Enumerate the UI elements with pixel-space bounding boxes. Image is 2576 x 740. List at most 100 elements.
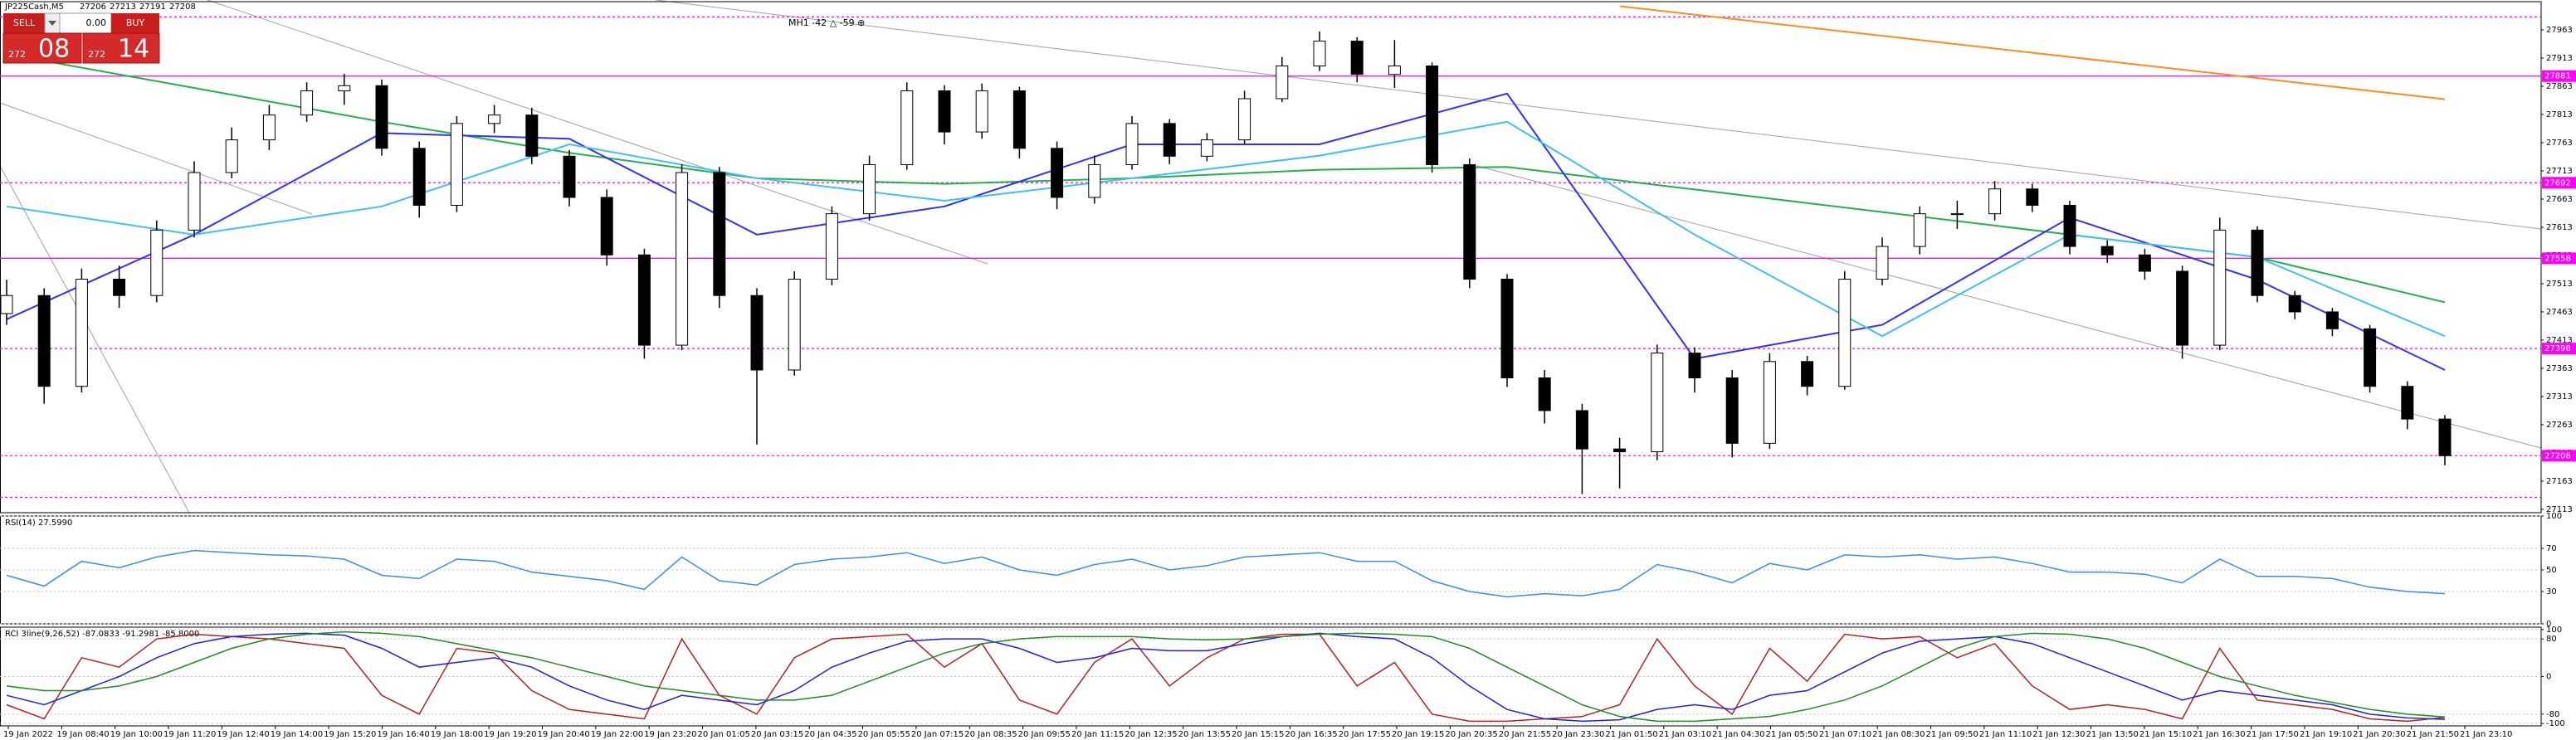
x-tick-label: 20 Jan 16:35 xyxy=(1285,730,1337,739)
candle-body xyxy=(1388,66,1401,75)
x-tick-label: 20 Jan 17:55 xyxy=(1339,730,1391,739)
x-tick-label: 21 Jan 07:10 xyxy=(1819,730,1871,739)
x-tick-label: 20 Jan 19:15 xyxy=(1392,730,1444,739)
indicator-line xyxy=(6,632,2446,723)
x-tick-label: 19 Jan 08:40 xyxy=(56,730,109,739)
bid-box[interactable] xyxy=(2,32,82,64)
level-label-box xyxy=(2542,343,2576,355)
trend-line xyxy=(0,102,313,215)
x-tick-label: 19 Jan 20:40 xyxy=(537,730,589,739)
overlay-line xyxy=(6,92,2446,371)
x-tick-label: 19 Jan 14:00 xyxy=(271,730,323,739)
y-tick-label: 80 xyxy=(2546,635,2557,644)
candle-body xyxy=(1763,361,1776,444)
candle-body xyxy=(1313,41,1326,67)
candle-body xyxy=(1876,246,1889,280)
candle-body xyxy=(1350,41,1364,75)
candle-body xyxy=(1463,163,1476,280)
candle-body xyxy=(788,279,801,371)
candle-body xyxy=(1200,139,1213,157)
candle-body xyxy=(2251,229,2264,296)
x-tick-label: 20 Jan 03:15 xyxy=(751,730,803,739)
x-tick-label: 21 Jan 08:30 xyxy=(1872,730,1925,739)
indicator-label: RCI 3line(9,26,52) -87.0833 -91.2981 -85… xyxy=(5,630,199,639)
x-tick-label: 20 Jan 21:55 xyxy=(1499,730,1551,739)
bid-big: 272 xyxy=(8,49,26,60)
x-tick-label: 19 Jan 12:40 xyxy=(217,730,269,739)
trend-line xyxy=(655,0,2542,230)
y-tick-label: -100 xyxy=(2546,719,2565,728)
candle-body xyxy=(113,279,126,296)
x-tick-label: 19 Jan 23:20 xyxy=(644,730,696,739)
candle-body xyxy=(525,114,539,157)
candle-body xyxy=(37,295,51,387)
y-tick-label: 27813 xyxy=(2546,110,2573,119)
x-tick-label: 20 Jan 20:35 xyxy=(1445,730,1497,739)
x-tick-label: 20 Jan 12:35 xyxy=(1125,730,1177,739)
candle-body xyxy=(1500,279,1514,379)
x-tick-label: 19 Jan 15:20 xyxy=(324,730,376,739)
level-label: 27692 xyxy=(2544,178,2571,187)
y-tick-label: 27863 xyxy=(2546,82,2573,91)
candle-body xyxy=(2288,295,2301,313)
candle-body xyxy=(1538,377,1551,411)
candle-body xyxy=(1125,123,1139,165)
level-label: 27398 xyxy=(2544,344,2571,353)
indicator-label: RSI(14) 27.5990 xyxy=(5,518,72,528)
candle-body xyxy=(2176,270,2189,346)
level-label-box xyxy=(2542,252,2576,265)
trend-line xyxy=(1476,165,2542,449)
sell-label: SELL xyxy=(13,17,36,28)
candle-body xyxy=(1238,98,1251,141)
candle-body xyxy=(1088,163,1101,198)
x-tick-label: 19 Jan 11:20 xyxy=(163,730,216,739)
panel-frame xyxy=(0,1,2542,514)
sell-button[interactable] xyxy=(3,13,45,33)
candle-body xyxy=(2063,204,2076,247)
candle-body xyxy=(262,114,276,141)
x-tick-label: 20 Jan 01:05 xyxy=(698,730,750,739)
ask-box[interactable] xyxy=(82,32,160,64)
candle-body xyxy=(676,172,689,346)
candle-body xyxy=(1801,361,1814,387)
candle-body xyxy=(1651,353,1664,453)
candle-body xyxy=(1913,213,1926,247)
y-tick-label: 27263 xyxy=(2546,421,2573,430)
indicator-line xyxy=(6,630,2446,723)
candle-body xyxy=(2401,386,2414,420)
y-tick-label: 100 xyxy=(2546,512,2562,521)
overlay-line xyxy=(6,120,2446,338)
candle-body xyxy=(1688,353,1701,379)
y-tick-label: 27613 xyxy=(2546,223,2573,232)
candle-body xyxy=(2100,246,2114,256)
level-label: 27558 xyxy=(2544,254,2571,263)
y-tick-label: 27663 xyxy=(2546,195,2573,204)
bid-small: 08 xyxy=(38,35,70,64)
overlay-line xyxy=(6,53,2446,304)
buy-button[interactable] xyxy=(111,13,159,33)
x-tick-label: 21 Jan 13:50 xyxy=(2086,730,2139,739)
candle-body xyxy=(150,229,163,296)
x-tick-label: 21 Jan 21:50 xyxy=(2407,730,2459,739)
x-tick-label: 20 Jan 04:35 xyxy=(804,730,856,739)
candle-body xyxy=(938,90,951,133)
candle-body xyxy=(1988,188,2002,215)
candle-body xyxy=(375,85,388,149)
indicator-line xyxy=(6,549,2446,598)
x-tick-label: 20 Jan 08:35 xyxy=(964,730,1017,739)
y-tick-label: 50 xyxy=(2546,566,2557,575)
candle-body xyxy=(1725,377,1739,444)
candle-body xyxy=(825,213,838,280)
header-value: 27206 xyxy=(80,2,106,12)
dropdown-arrow xyxy=(48,21,56,26)
candle-body xyxy=(1012,90,1026,149)
x-tick-label: 20 Jan 23:30 xyxy=(1552,730,1604,739)
candle-body xyxy=(488,114,501,124)
y-tick-label: 27463 xyxy=(2546,308,2573,317)
trend-line xyxy=(0,165,190,514)
buy-label: BUY xyxy=(126,17,145,28)
header-value: 27191 xyxy=(139,2,166,12)
candle-body xyxy=(412,148,426,206)
